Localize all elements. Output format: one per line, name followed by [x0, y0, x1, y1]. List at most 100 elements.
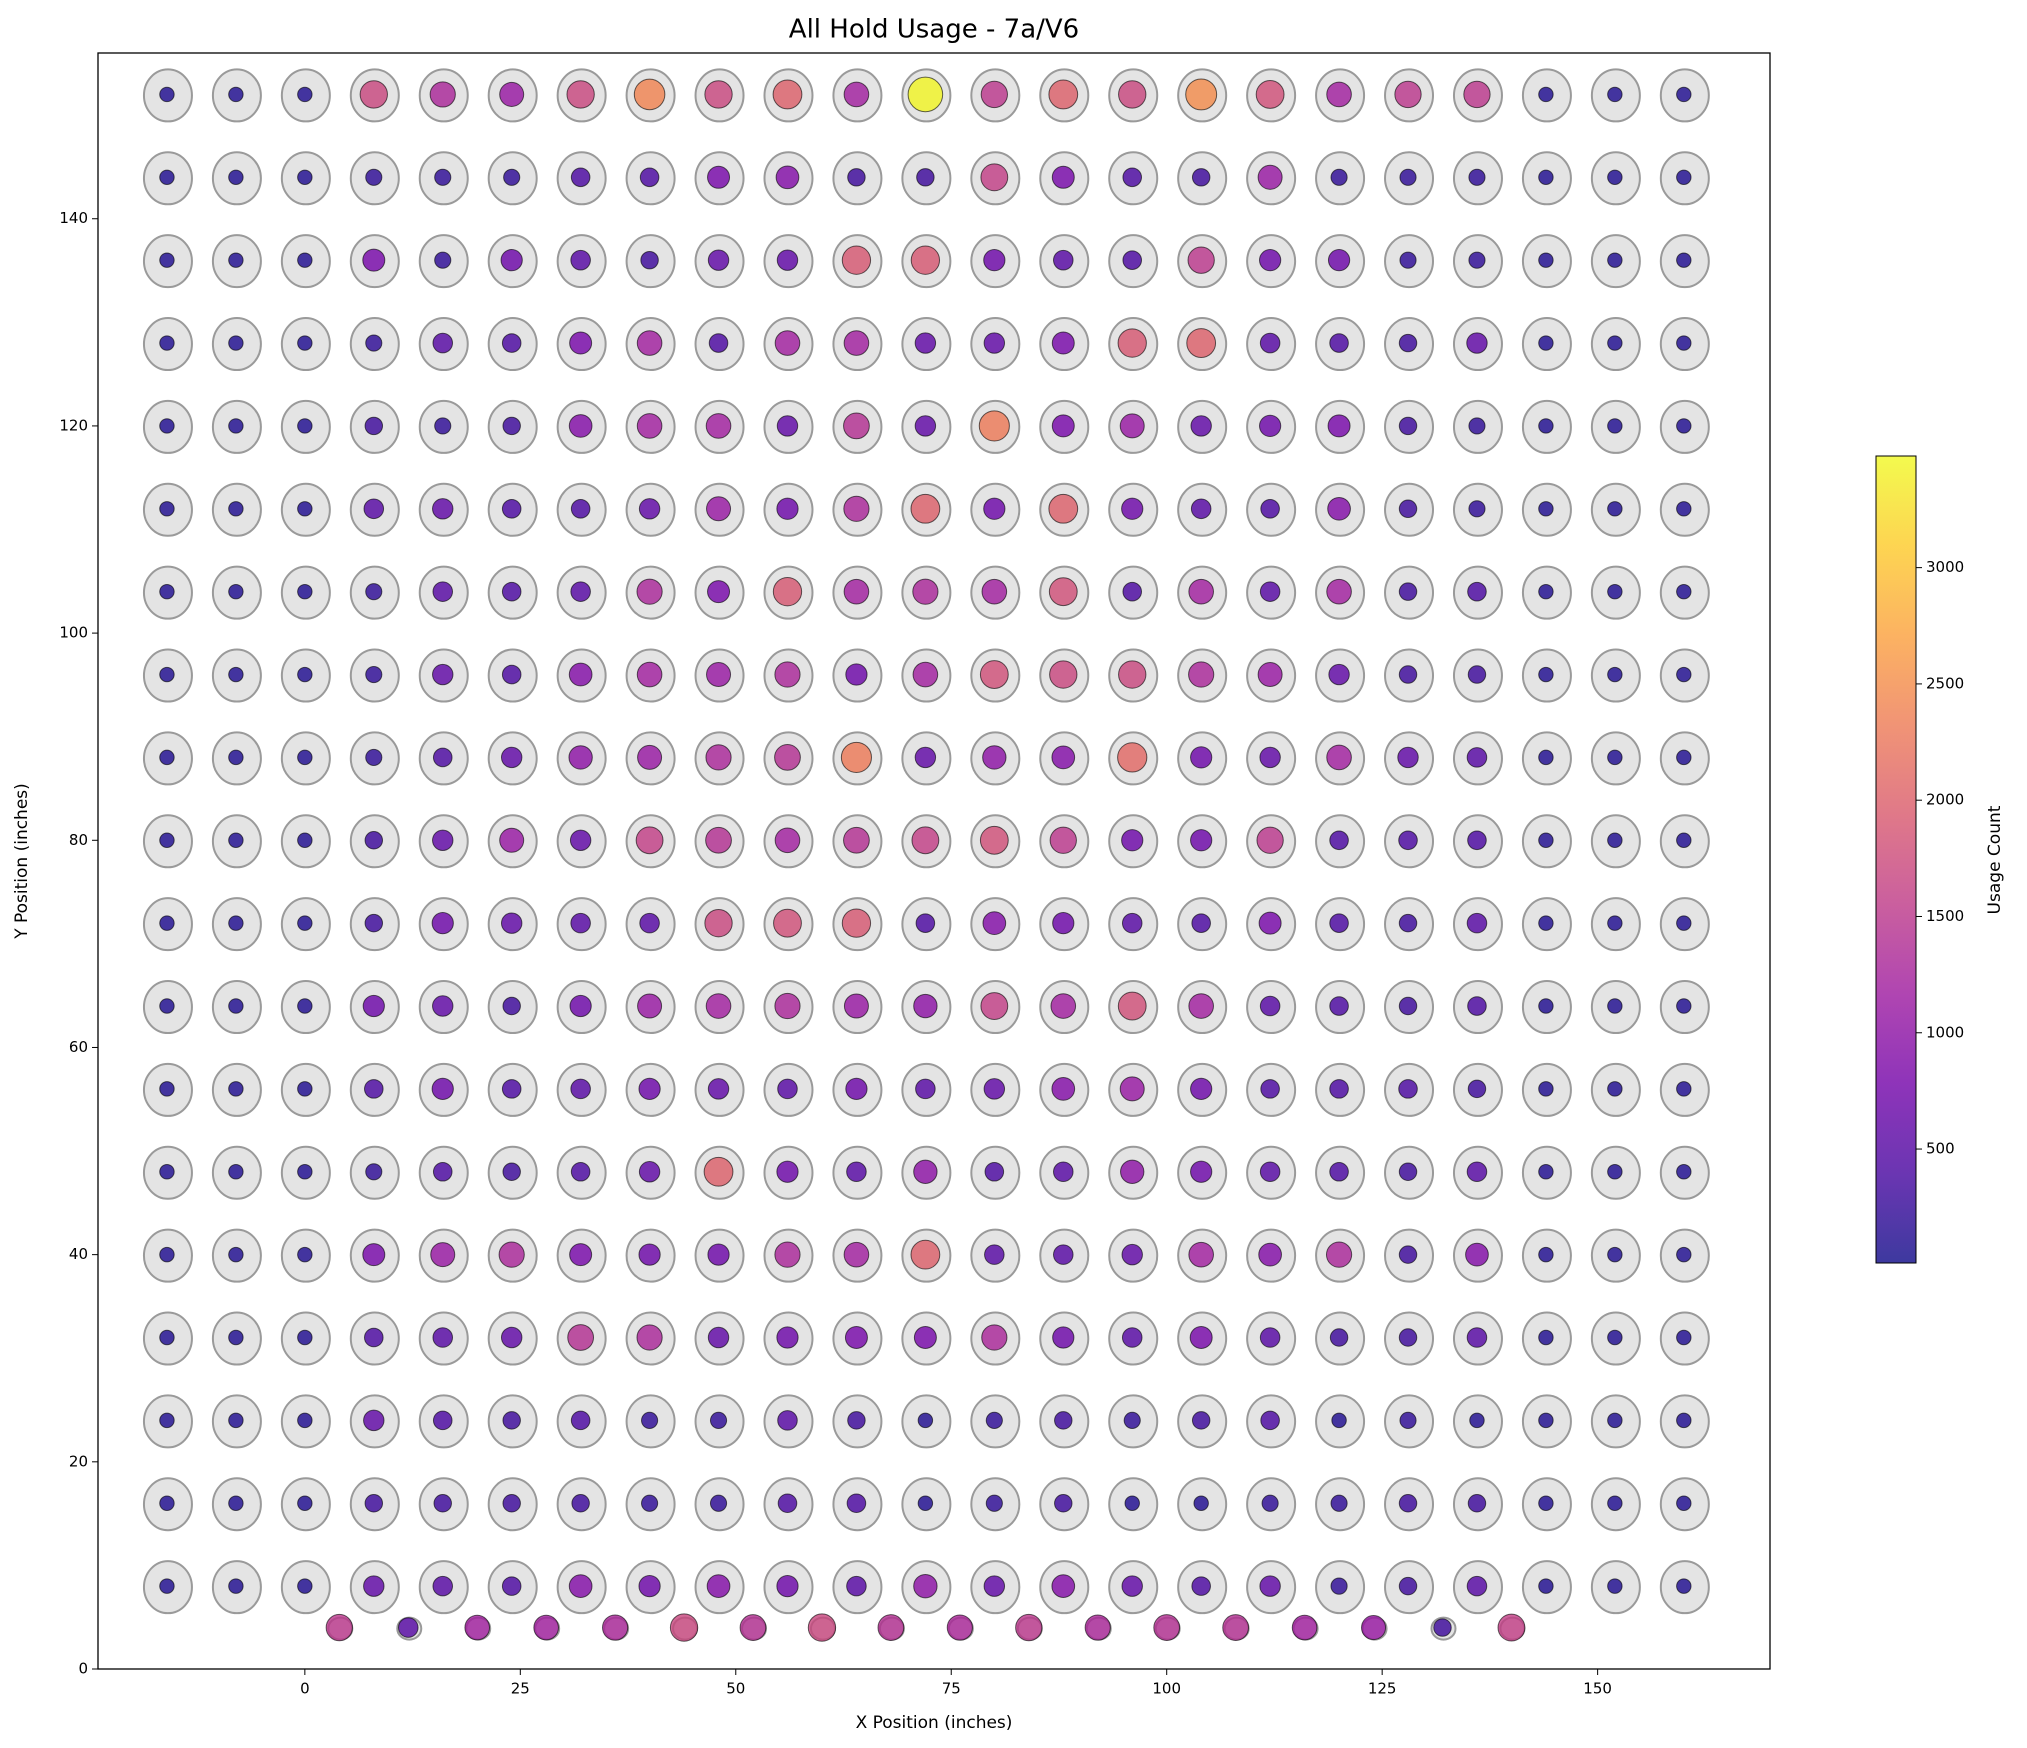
- hold-point: [913, 1159, 938, 1184]
- hold-point: [500, 1326, 523, 1349]
- hold-point: [365, 665, 383, 684]
- hold-point: [1469, 1412, 1485, 1429]
- hold-point: [1330, 1577, 1348, 1595]
- hold-point: [432, 995, 454, 1017]
- hold-point: [1118, 80, 1147, 109]
- hold-point: [228, 1081, 244, 1097]
- hold-point: [774, 827, 801, 854]
- hold-point: [1329, 1079, 1349, 1099]
- hold-point: [776, 1326, 799, 1349]
- hold-point: [640, 250, 659, 270]
- colorbar: [1875, 455, 1917, 1264]
- hold-point: [1607, 418, 1623, 434]
- hold-point: [912, 661, 939, 688]
- hold-point: [159, 583, 175, 600]
- hold-point: [1222, 1614, 1250, 1641]
- hold-point: [1538, 1329, 1554, 1346]
- hold-point: [228, 501, 244, 517]
- hold-point: [1259, 1327, 1281, 1348]
- hold-point: [807, 1613, 837, 1642]
- hold-point: [985, 1411, 1003, 1429]
- hold-point: [1050, 993, 1077, 1019]
- hold-point: [159, 418, 175, 434]
- hold-point: [706, 1574, 731, 1598]
- hold-point: [704, 908, 733, 938]
- hold-point: [1327, 414, 1351, 438]
- hold-point: [568, 414, 593, 438]
- hold-point: [159, 915, 175, 931]
- hold-point: [365, 748, 383, 766]
- hold-point: [1676, 335, 1692, 351]
- hold-point: [1084, 1614, 1111, 1641]
- hold-point: [297, 335, 313, 351]
- hold-point: [159, 832, 175, 849]
- hold-point: [638, 1243, 661, 1266]
- hold-point: [434, 417, 452, 435]
- hold-point: [914, 415, 937, 437]
- hold-point: [980, 992, 1009, 1020]
- hold-point: [638, 1077, 661, 1101]
- hold-point: [1255, 80, 1285, 109]
- hold-point: [1123, 1411, 1141, 1429]
- hold-point: [498, 1241, 525, 1268]
- hold-point: [1051, 331, 1075, 355]
- hold-point: [911, 826, 940, 855]
- hold-point: [1676, 1081, 1692, 1097]
- hold-point: [568, 745, 593, 770]
- hold-point: [397, 1617, 419, 1638]
- hold-point: [1466, 1161, 1488, 1183]
- hold-point: [982, 911, 1007, 936]
- hold-point: [430, 1242, 456, 1268]
- hold-point: [980, 80, 1008, 109]
- hold-point: [297, 1246, 313, 1263]
- plot-frame: [97, 52, 1771, 1670]
- hold-point: [1331, 1412, 1347, 1429]
- hold-point: [503, 168, 521, 186]
- hold-point: [776, 1575, 799, 1598]
- hold-point: [228, 1329, 244, 1346]
- hold-point: [772, 79, 803, 110]
- hold-point: [910, 493, 941, 524]
- hold-point: [774, 330, 801, 356]
- hold-point: [570, 581, 591, 602]
- hold-point: [569, 829, 592, 851]
- hold-point: [1052, 912, 1075, 935]
- hold-point: [705, 993, 732, 1019]
- hold-point: [297, 1164, 313, 1180]
- hold-point: [432, 1410, 453, 1431]
- hold-point: [774, 992, 801, 1020]
- hold-point: [1054, 1411, 1073, 1430]
- hold-point: [984, 1244, 1005, 1265]
- hold-point: [1051, 745, 1076, 770]
- hold-point: [228, 666, 244, 683]
- hold-point: [907, 76, 944, 113]
- hold-point: [159, 335, 175, 351]
- hold-point: [1327, 249, 1351, 272]
- hold-point: [569, 1243, 593, 1267]
- hold-point: [362, 248, 386, 272]
- hold-point: [365, 334, 383, 352]
- hold-point: [705, 826, 732, 854]
- hold-point: [569, 994, 592, 1018]
- hold-point: [1676, 418, 1692, 434]
- hold-point: [844, 1326, 868, 1350]
- x-tick-label: 100: [1152, 1680, 1181, 1698]
- hold-point: [1189, 1326, 1213, 1350]
- hold-point: [432, 829, 454, 851]
- hold-point: [776, 497, 799, 520]
- hold-point: [641, 1411, 659, 1429]
- hold-point: [228, 915, 244, 931]
- hold-point: [773, 908, 802, 938]
- hold-point: [1326, 578, 1352, 605]
- hold-point: [638, 1161, 661, 1183]
- hold-point: [1188, 993, 1214, 1019]
- hold-point: [1193, 1495, 1209, 1511]
- hold-point: [841, 245, 872, 275]
- hold-point: [846, 1161, 867, 1183]
- hold-point: [1326, 81, 1352, 108]
- hold-point: [432, 663, 454, 686]
- hold-point: [981, 1324, 1008, 1351]
- hold-point: [1118, 660, 1147, 689]
- hold-point: [843, 330, 870, 356]
- colorbar-tick-label: 2500: [1926, 674, 1964, 692]
